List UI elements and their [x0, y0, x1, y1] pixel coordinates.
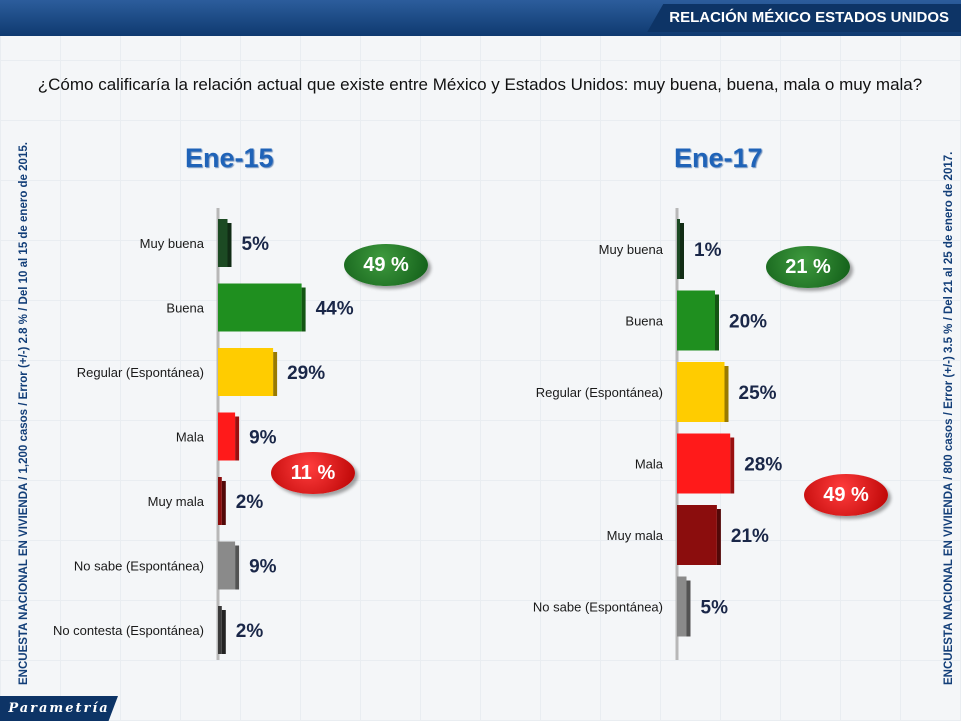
value-label-buena-ene-17: 20%	[729, 312, 767, 333]
bar-muy-buena-ene-15	[218, 219, 228, 267]
callout-positive-ene-15: 49 %	[344, 244, 428, 286]
chart-title-ene-17: Ene-17	[674, 143, 763, 173]
bar-depth-regular-espontanea-ene-17	[724, 366, 729, 422]
value-label-muy-buena-ene-17: 1%	[694, 240, 722, 261]
bar-depth-muy-mala-ene-15	[221, 481, 226, 525]
bar-buena-ene-17	[677, 290, 715, 351]
category-label-no-contesta-espontanea-ene-15: No contesta (Espontánea)	[53, 623, 204, 638]
category-label-no-sabe-espontanea-ene-17: No sabe (Espontánea)	[533, 600, 663, 615]
bar-mala-ene-15	[218, 412, 236, 461]
category-label-muy-mala-ene-15: Muy mala	[148, 494, 205, 509]
header-title: RELACIÓN MÉXICO ESTADOS UNIDOS	[647, 4, 961, 32]
bar-mala-ene-17	[677, 433, 731, 494]
value-label-muy-mala-ene-15: 2%	[236, 492, 264, 513]
value-label-regular-espontanea-ene-15: 29%	[287, 363, 325, 384]
bar-no-sabe-espontanea-ene-17	[677, 576, 687, 637]
callout-negative-ene-17: 49 %	[804, 474, 888, 516]
value-label-no-sabe-espontanea-ene-17: 5%	[701, 598, 729, 619]
value-label-regular-espontanea-ene-17: 25%	[739, 383, 777, 404]
value-label-buena-ene-15: 44%	[316, 299, 354, 320]
value-label-no-contesta-espontanea-ene-15: 2%	[236, 621, 264, 642]
callout-positive-ene-17: 21 %	[766, 246, 850, 288]
value-label-mala-ene-17: 28%	[744, 455, 782, 476]
bar-depth-mala-ene-17	[730, 437, 735, 494]
chart-title-ene-15: Ene-15	[185, 143, 274, 173]
category-label-buena-ene-15: Buena	[166, 301, 204, 316]
category-label-mala-ene-15: Mala	[176, 430, 205, 445]
bar-depth-mala-ene-15	[235, 416, 240, 461]
callout-negative-ene-15: 11 %	[271, 452, 355, 494]
value-label-no-sabe-espontanea-ene-15: 9%	[249, 557, 277, 578]
bar-depth-regular-espontanea-ene-15	[273, 352, 278, 396]
category-label-regular-espontanea-ene-17: Regular (Espontánea)	[536, 385, 663, 400]
category-label-muy-mala-ene-17: Muy mala	[607, 528, 664, 543]
chart-ene-15: Muy buena 5% Buena 44% Regular (Espontánea) 2…	[53, 208, 354, 660]
category-label-muy-buena-ene-17: Muy buena	[599, 242, 664, 257]
survey-question: ¿Cómo calificaría la relación actual que…	[37, 75, 923, 94]
category-label-mala-ene-17: Mala	[635, 457, 664, 472]
bar-depth-no-contesta-espontanea-ene-15	[221, 610, 226, 654]
top-bar: RELACIÓN MÉXICO ESTADOS UNIDOS	[0, 0, 961, 36]
bar-regular-espontanea-ene-15	[218, 348, 274, 396]
bar-buena-ene-15	[218, 283, 302, 332]
bar-muy-mala-ene-15	[218, 477, 222, 525]
bar-depth-buena-ene-17	[715, 294, 719, 351]
bar-depth-muy-buena-ene-15	[227, 223, 232, 267]
category-label-muy-buena-ene-15: Muy buena	[140, 236, 205, 251]
bar-muy-buena-ene-17	[677, 219, 680, 279]
value-label-muy-buena-ene-15: 5%	[242, 234, 270, 255]
category-label-regular-espontanea-ene-15: Regular (Espontánea)	[77, 365, 204, 380]
category-label-no-sabe-espontanea-ene-15: No sabe (Espontánea)	[74, 559, 204, 574]
bar-depth-no-sabe-espontanea-ene-17	[686, 580, 691, 637]
bar-regular-espontanea-ene-17	[677, 362, 725, 422]
value-label-mala-ene-15: 9%	[249, 428, 277, 449]
bar-depth-no-sabe-espontanea-ene-15	[235, 545, 240, 590]
category-label-buena-ene-17: Buena	[625, 314, 663, 329]
bar-depth-buena-ene-15	[301, 287, 306, 332]
bar-no-sabe-espontanea-ene-15	[218, 541, 236, 590]
bar-depth-muy-buena-ene-17	[680, 223, 684, 279]
chart-ene-17: Muy buena 1% Buena 20% Regular (Espontánea) 2…	[533, 208, 782, 660]
bar-no-contesta-espontanea-ene-15	[218, 606, 222, 654]
value-label-muy-mala-ene-17: 21%	[731, 526, 769, 547]
bar-muy-mala-ene-17	[677, 505, 717, 565]
brand-logo: Parametría	[0, 696, 118, 721]
bar-depth-muy-mala-ene-17	[716, 509, 721, 565]
